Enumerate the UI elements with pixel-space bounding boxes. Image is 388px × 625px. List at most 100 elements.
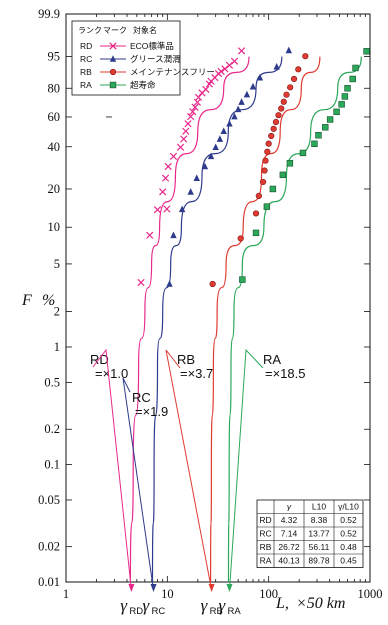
y-tick-label: 0.05 xyxy=(38,493,60,507)
point-ra xyxy=(344,85,351,92)
point-rd-stroke xyxy=(237,47,246,55)
point-ra xyxy=(279,171,287,179)
leader-ra xyxy=(229,348,264,591)
table-cell: 0.52 xyxy=(340,515,357,525)
point-rd xyxy=(221,65,229,73)
y-tick-label: 0.2 xyxy=(44,422,60,436)
point-rd xyxy=(194,93,203,101)
point-rb xyxy=(268,132,275,140)
point-rd xyxy=(146,231,154,239)
legend: ランク マーク 対象名 RD ECO標準品 RC グリース潤滑 RB メインテナンスフリー RA 超… xyxy=(71,20,215,96)
x-axis-title: L, xyxy=(275,595,289,612)
point-rc xyxy=(187,188,194,195)
table-cell: 13.77 xyxy=(308,529,330,539)
table-header-cell: γ xyxy=(287,502,292,512)
curve-rd xyxy=(129,56,250,583)
point-rd-stroke xyxy=(230,57,239,65)
point-rd xyxy=(187,112,195,121)
point-rb xyxy=(255,192,262,199)
point-rd xyxy=(137,278,145,287)
point-rc xyxy=(285,46,292,54)
y-tick-label: 99.9 xyxy=(38,7,60,21)
point-rb xyxy=(295,66,302,73)
point-rd-stroke xyxy=(225,61,234,69)
legend-marker-ra xyxy=(109,81,117,89)
annotation-ra-rank: RA xyxy=(263,352,281,367)
y-tick-label: 0.5 xyxy=(44,375,60,389)
point-ra xyxy=(252,229,260,237)
point-rb xyxy=(270,125,277,132)
point-rd xyxy=(217,67,225,76)
point-rd-stroke xyxy=(137,278,145,287)
point-rd-stroke xyxy=(153,206,162,214)
point-rd xyxy=(182,127,190,135)
point-rd xyxy=(164,162,172,171)
annotation-rc-factor: =×1.9 xyxy=(135,404,168,419)
point-rc xyxy=(170,231,177,239)
point-rd xyxy=(189,108,197,116)
point-rc xyxy=(212,143,219,151)
y-tick-label: 0.1 xyxy=(44,458,60,472)
point-rd xyxy=(161,174,170,182)
point-ra xyxy=(286,160,294,167)
fitted-curves xyxy=(129,56,362,583)
point-ra xyxy=(269,185,277,193)
gamma-sub-rc: RC xyxy=(152,606,166,617)
point-rd xyxy=(169,152,178,160)
point-rb xyxy=(272,118,280,126)
point-rc xyxy=(273,62,280,70)
point-rd-stroke xyxy=(187,112,195,121)
legend-label-rb: メインテナンスフリー xyxy=(130,67,215,77)
y-tick-label: 10 xyxy=(48,220,61,234)
legend-header-mark: マーク xyxy=(103,26,127,35)
plot-frame xyxy=(65,13,371,583)
gamma-sub-ra: RA xyxy=(227,606,241,617)
point-rd-stroke xyxy=(184,120,192,128)
table-cell: RA xyxy=(260,556,272,566)
gamma-symbol-ra: γ xyxy=(218,596,226,615)
point-ra xyxy=(349,75,356,83)
annotation-rb-rank: RB xyxy=(177,352,195,367)
legend-marker-rb xyxy=(109,68,117,76)
point-ra xyxy=(315,132,322,139)
y-tick-label: 5 xyxy=(54,257,60,271)
data-points xyxy=(137,46,370,288)
gamma-sub-rb: RB xyxy=(210,606,223,617)
gamma-symbol-rc: γ xyxy=(143,596,151,615)
gamma-sub-rd: RD xyxy=(129,606,143,617)
arrowhead-rc xyxy=(150,584,157,592)
y-tick-label: 40 xyxy=(48,140,61,154)
point-rb xyxy=(261,167,268,174)
point-rd xyxy=(191,103,199,111)
point-rd xyxy=(230,57,239,65)
point-rc xyxy=(220,127,227,134)
point-rd-stroke xyxy=(217,67,225,76)
point-ra xyxy=(341,93,349,100)
table-cell: RD xyxy=(259,515,271,525)
legend-header-name: 対象名 xyxy=(133,25,157,35)
table-cell: 7.14 xyxy=(281,529,298,539)
table-cell: 8.38 xyxy=(311,515,328,525)
point-rc xyxy=(231,112,238,120)
point-rb xyxy=(302,53,309,60)
annotation-rd-factor: =×1.0 xyxy=(95,366,128,381)
point-rd xyxy=(163,205,171,213)
y-tick-label: 0.02 xyxy=(38,540,60,554)
annotations: RD=×1.0RC=×1.9RB=×3.7RA=×18.5γ RD γ RC γ RBγ R… xyxy=(90,348,306,617)
point-rc xyxy=(234,105,242,113)
point-rb xyxy=(209,280,216,288)
point-rd-stroke xyxy=(159,188,167,196)
arrowhead-ra xyxy=(226,584,233,592)
point-rc xyxy=(249,82,257,90)
annotation-rb-factor: =×3.7 xyxy=(180,366,213,381)
x-tick-label: 1000 xyxy=(358,587,383,601)
x-tick-label: 1 xyxy=(63,587,69,601)
point-rc xyxy=(243,90,251,98)
point-rd-stroke xyxy=(146,231,154,239)
point-rd xyxy=(184,120,192,128)
point-rb xyxy=(275,112,282,119)
legend-rank-rc: RC xyxy=(80,54,92,64)
legend-label-rd: ECO標準品 xyxy=(130,41,174,51)
point-rd-stroke xyxy=(180,135,188,143)
